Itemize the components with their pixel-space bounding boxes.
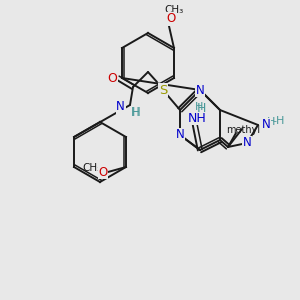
Text: CH₃: CH₃ <box>82 163 102 173</box>
Text: H: H <box>195 102 203 112</box>
Text: N: N <box>176 130 184 140</box>
Text: S: S <box>159 83 167 97</box>
Text: N: N <box>116 101 125 115</box>
Text: O: O <box>107 71 117 85</box>
Text: H: H <box>196 101 206 115</box>
Text: S: S <box>159 83 167 97</box>
Text: H: H <box>132 106 140 119</box>
Text: O: O <box>107 71 117 85</box>
Text: N: N <box>261 120 269 130</box>
Text: O: O <box>98 166 108 178</box>
Text: N: N <box>196 85 204 95</box>
Text: O: O <box>167 13 176 26</box>
Text: NH: NH <box>188 112 206 124</box>
Text: NH: NH <box>186 110 204 124</box>
Text: N: N <box>196 83 204 97</box>
Text: N: N <box>262 118 271 131</box>
Text: methyl: methyl <box>226 125 260 135</box>
Text: H: H <box>130 106 140 119</box>
Text: -H: -H <box>272 116 284 126</box>
Text: N: N <box>176 128 184 142</box>
Text: O: O <box>98 166 108 178</box>
Text: CH₃: CH₃ <box>164 5 184 15</box>
Text: N: N <box>116 100 125 113</box>
Text: N: N <box>243 136 251 149</box>
Text: O: O <box>167 13 176 26</box>
Text: -H: -H <box>264 117 276 127</box>
Text: N: N <box>243 138 251 148</box>
